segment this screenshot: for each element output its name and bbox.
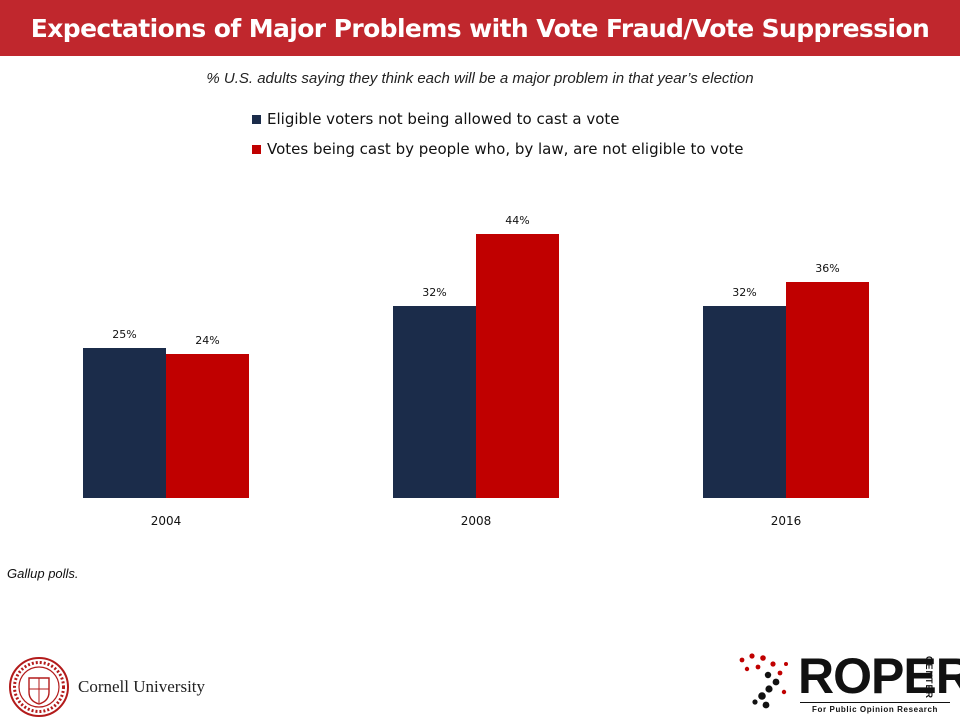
- roper-center-label: CENTER: [924, 656, 934, 700]
- bar-2008-series-1: [393, 306, 476, 498]
- roper-dot: [755, 664, 761, 670]
- roper-tagline: For Public Opinion Research: [800, 702, 950, 714]
- roper-dot: [777, 670, 783, 676]
- chart-title: Expectations of Major Problems with Vote…: [30, 13, 930, 43]
- legend-item-series-2: Votes being cast by people who, by law, …: [252, 134, 743, 164]
- data-label-2004-series-1: 25%: [112, 328, 136, 341]
- chart-legend: Eligible voters not being allowed to cas…: [252, 104, 743, 164]
- cornell-name: Cornell University: [78, 677, 206, 696]
- x-tick-label-2004: 2004: [151, 514, 182, 528]
- chart-subtitle: % U.S. adults saying they think each wil…: [206, 70, 754, 87]
- x-tick-label-2008: 2008: [461, 514, 492, 528]
- source-note: Gallup polls.: [7, 566, 79, 581]
- roper-dot: [744, 666, 750, 672]
- cornell-seal-icon: [9, 657, 69, 717]
- legend-label-series-2: Votes being cast by people who, by law, …: [267, 140, 744, 158]
- data-label-2008-series-2: 44%: [505, 214, 529, 227]
- roper-center-logo: ROPER CENTER For Public Opinion Research: [736, 648, 960, 717]
- legend-swatch-series-1: [252, 114, 261, 124]
- bar-2016-series-2: [786, 282, 869, 498]
- roper-dot: [739, 657, 745, 663]
- roper-dot: [752, 699, 758, 705]
- roper-dot: [764, 671, 772, 679]
- roper-dots-icon: [739, 653, 788, 709]
- roper-dot: [758, 692, 766, 700]
- bar-2008-series-2: [476, 234, 559, 498]
- data-label-2016-series-1: 32%: [732, 286, 756, 299]
- roper-dot: [760, 655, 766, 661]
- roper-dot: [772, 678, 780, 686]
- bar-2016-series-1: [703, 306, 786, 498]
- roper-wordmark: ROPER: [798, 648, 960, 704]
- bar-2004-series-1: [83, 348, 166, 498]
- roper-dot: [762, 701, 770, 709]
- title-bar: Expectations of Major Problems with Vote…: [0, 0, 960, 56]
- roper-dot: [765, 685, 773, 693]
- roper-dot: [770, 661, 776, 667]
- legend-label-series-1: Eligible voters not being allowed to cas…: [267, 110, 620, 128]
- data-label-2016-series-2: 36%: [815, 262, 839, 275]
- roper-dot: [749, 653, 755, 659]
- legend-swatch-series-2: [252, 144, 261, 154]
- roper-dot: [784, 662, 788, 666]
- data-label-2008-series-1: 32%: [422, 286, 446, 299]
- bar-2004-series-2: [166, 354, 249, 498]
- bar-chart: 25% 24% 2004 32% 44% 2008 32% 36% 2016: [83, 214, 869, 528]
- roper-dot: [781, 689, 787, 695]
- x-tick-label-2016: 2016: [771, 514, 802, 528]
- legend-item-series-1: Eligible voters not being allowed to cas…: [252, 104, 743, 134]
- cornell-logo: Cornell University: [8, 656, 205, 718]
- data-label-2004-series-2: 24%: [195, 334, 219, 347]
